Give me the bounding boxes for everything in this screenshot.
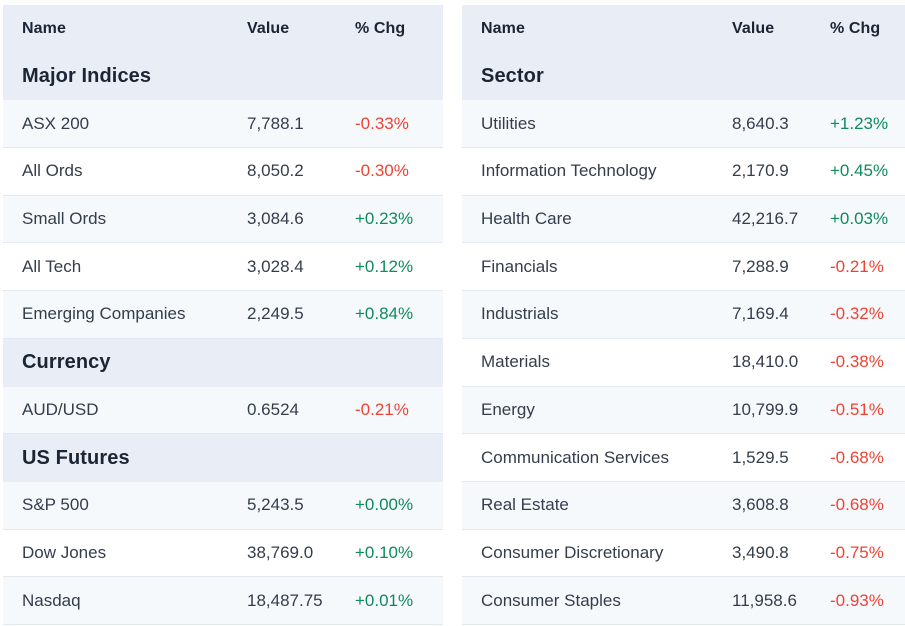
table-row[interactable]: Materials 18,410.0 -0.38%: [462, 338, 905, 387]
instrument-name: Materials: [481, 352, 550, 372]
section-title: Currency: [22, 351, 111, 374]
instrument-name: S&P 500: [22, 495, 89, 515]
instrument-percent-change: -0.33%: [355, 113, 409, 133]
instrument-name: Financials: [481, 256, 558, 276]
table-row[interactable]: All Ords 8,050.2 -0.30%: [3, 148, 443, 196]
instrument-value: 42,216.7: [732, 209, 799, 229]
instrument-name: Consumer Staples: [481, 590, 621, 610]
table-row[interactable]: Emerging Companies 2,249.5 +0.84%: [3, 291, 443, 339]
instrument-percent-change: -0.38%: [830, 352, 884, 372]
instrument-name: Health Care: [481, 209, 572, 229]
table-row[interactable]: Real Estate 3,608.8 -0.68%: [462, 481, 905, 530]
table-row[interactable]: Communication Services 1,529.5 -0.68%: [462, 434, 905, 482]
instrument-name: Real Estate: [481, 495, 569, 515]
column-header-name: Name: [22, 19, 66, 37]
instrument-value: 7,169.4: [732, 304, 789, 324]
instrument-value: 18,487.75: [247, 590, 323, 610]
instrument-value: 8,640.3: [732, 113, 789, 133]
instrument-percent-change: -0.93%: [830, 590, 884, 610]
table-row[interactable]: Consumer Staples 11,958.6 -0.93%: [462, 577, 905, 625]
column-header-row: Name Value % Chg: [3, 5, 443, 53]
instrument-percent-change: +0.23%: [355, 209, 414, 229]
instrument-percent-change: +0.00%: [355, 495, 414, 515]
table-row[interactable]: Utilities 8,640.3 +1.23%: [462, 100, 905, 149]
instrument-percent-change: -0.51%: [830, 399, 884, 419]
instrument-name: ASX 200: [22, 113, 90, 133]
market-data-widget: Name Value % Chg Major Indices ASX 200 7,788.…: [3, 5, 905, 625]
instrument-percent-change: +0.10%: [355, 542, 414, 562]
table-row[interactable]: Energy 10,799.9 -0.51%: [462, 386, 905, 435]
instrument-percent-change: -0.75%: [830, 542, 884, 562]
instrument-percent-change: -0.21%: [355, 399, 409, 419]
market-overview-table: Name Value % Chg Major Indices ASX 200 7,788.…: [3, 5, 443, 625]
instrument-percent-change: -0.68%: [830, 495, 884, 515]
instrument-percent-change: +1.23%: [830, 113, 889, 133]
section-title: US Futures: [22, 446, 130, 469]
instrument-name: Small Ords: [22, 209, 107, 229]
table-row[interactable]: Industrials 7,169.4 -0.32%: [462, 291, 905, 339]
instrument-name: AUD/USD: [22, 399, 99, 419]
instrument-value: 7,288.9: [732, 256, 789, 276]
instrument-value: 8,050.2: [247, 161, 304, 181]
instrument-name: Nasdaq: [22, 590, 81, 610]
instrument-percent-change: -0.68%: [830, 447, 884, 467]
instrument-value: 3,084.6: [247, 209, 304, 229]
instrument-percent-change: +0.84%: [355, 304, 414, 324]
instrument-value: 7,788.1: [247, 113, 304, 133]
table-row[interactable]: Information Technology 2,170.9 +0.45%: [462, 148, 905, 196]
section-title: Sector: [481, 65, 544, 88]
table-row[interactable]: Nasdaq 18,487.75 +0.01%: [3, 577, 443, 625]
table-row[interactable]: Small Ords 3,084.6 +0.23%: [3, 195, 443, 244]
table-row[interactable]: Financials 7,288.9 -0.21%: [462, 243, 905, 292]
instrument-value: 11,958.6: [732, 590, 797, 610]
instrument-percent-change: +0.12%: [355, 256, 414, 276]
instrument-name: Information Technology: [481, 161, 657, 181]
table-row[interactable]: Consumer Discretionary 3,490.8 -0.75%: [462, 529, 905, 578]
sectors-table: Name Value % Chg Sector Utilities 8,640.3 +1.2…: [462, 5, 905, 625]
column-header-pct-chg: % Chg: [355, 19, 406, 37]
table-row[interactable]: Health Care 42,216.7 +0.03%: [462, 195, 905, 244]
instrument-name: Dow Jones: [22, 542, 107, 562]
instrument-value: 3,490.8: [732, 542, 789, 562]
instrument-value: 2,170.9: [732, 161, 789, 181]
column-header-row: Name Value % Chg: [462, 5, 905, 53]
table-row[interactable]: Dow Jones 38,769.0 +0.10%: [3, 529, 443, 578]
instrument-percent-change: -0.30%: [355, 161, 409, 181]
table-row[interactable]: S&P 500 5,243.5 +0.00%: [3, 481, 443, 530]
section-header-row: US Futures: [3, 434, 443, 482]
section-title: Major Indices: [22, 65, 152, 88]
instrument-name: Emerging Companies: [22, 304, 186, 324]
instrument-value: 0.6524: [247, 399, 299, 419]
column-header-name: Name: [481, 19, 525, 37]
instrument-percent-change: +0.45%: [830, 161, 889, 181]
instrument-name: Utilities: [481, 113, 536, 133]
instrument-value: 38,769.0: [247, 542, 314, 562]
instrument-percent-change: +0.01%: [355, 590, 414, 610]
instrument-percent-change: +0.03%: [830, 209, 889, 229]
table-row[interactable]: All Tech 3,028.4 +0.12%: [3, 243, 443, 292]
instrument-name: Industrials: [481, 304, 559, 324]
instrument-percent-change: -0.32%: [830, 304, 884, 324]
instrument-name: Communication Services: [481, 447, 670, 467]
section-header-row: Sector: [462, 52, 905, 101]
instrument-value: 3,028.4: [247, 256, 304, 276]
instrument-name: Energy: [481, 399, 535, 419]
column-header-value: Value: [247, 19, 290, 37]
instrument-name: All Ords: [22, 161, 83, 181]
instrument-value: 3,608.8: [732, 495, 789, 515]
column-header-pct-chg: % Chg: [830, 19, 881, 37]
column-header-value: Value: [732, 19, 775, 37]
table-row[interactable]: AUD/USD 0.6524 -0.21%: [3, 386, 443, 435]
instrument-value: 10,799.9: [732, 399, 799, 419]
section-header-row: Major Indices: [3, 52, 443, 101]
instrument-value: 1,529.5: [732, 447, 789, 467]
section-header-row: Currency: [3, 338, 443, 387]
instrument-value: 18,410.0: [732, 352, 799, 372]
instrument-name: Consumer Discretionary: [481, 542, 664, 562]
instrument-value: 5,243.5: [247, 495, 304, 515]
instrument-percent-change: -0.21%: [830, 256, 884, 276]
instrument-name: All Tech: [22, 256, 82, 276]
table-row[interactable]: ASX 200 7,788.1 -0.33%: [3, 100, 443, 149]
instrument-value: 2,249.5: [247, 304, 304, 324]
